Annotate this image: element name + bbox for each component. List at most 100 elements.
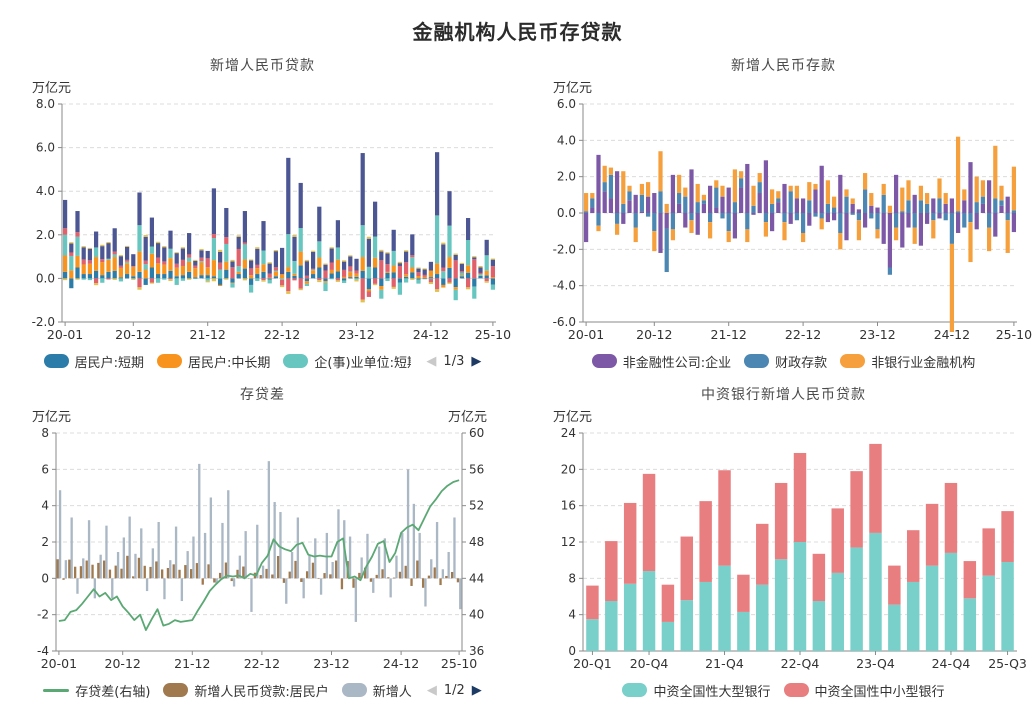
series-居民户:短期[interactable]: [62, 265, 495, 290]
chart-card-new-deposits: 新增人民币存款 万亿元 6.0 4.0 2.0 0.0 -2.0 -4.0 -6.0 20-0…: [527, 45, 1035, 374]
gridlines: [61, 103, 496, 279]
legend-item[interactable]: 中资全国性中小型银行: [783, 681, 945, 700]
legend-pager: ◀ 1/3 ▶: [426, 354, 481, 369]
svg-text:6.0: 6.0: [556, 97, 575, 111]
legend-swatch: [283, 354, 309, 368]
svg-text:2: 2: [41, 535, 49, 549]
svg-text:24-12: 24-12: [382, 656, 418, 671]
svg-text:2.0: 2.0: [556, 170, 575, 184]
legend-prev-button[interactable]: ◀: [426, 682, 437, 698]
legend-swatch: [783, 683, 809, 697]
bar-series-group[interactable]: [62, 152, 495, 303]
svg-text:22-12: 22-12: [263, 327, 299, 342]
svg-text:6.0: 6.0: [35, 141, 54, 155]
svg-text:24-12: 24-12: [933, 327, 969, 342]
svg-text:23-12: 23-12: [859, 327, 895, 342]
legend-label: 居民户:中长期: [188, 355, 271, 371]
chinese-bank-loans-plot[interactable]: 24 20 16 12 8 4 020-Q1 20-Q4 21-Q4 22-Q4 23-Q4 24-Q…: [541, 425, 1027, 677]
legend-item[interactable]: 企(事)业单位:短期: [283, 352, 411, 371]
axis-unit-row: 万亿元: [531, 77, 1035, 96]
legend-item[interactable]: 非金融性公司:企业: [591, 352, 732, 371]
series-居民户:中长期[interactable]: [62, 251, 495, 292]
svg-text:22-Q4: 22-Q4: [780, 656, 819, 671]
legend-item[interactable]: 财政存款: [744, 352, 827, 371]
svg-text:20-Q4: 20-Q4: [629, 656, 668, 671]
legend-item[interactable]: 新增人: [341, 681, 412, 700]
series-series4[interactable]: [62, 152, 495, 276]
legend-item[interactable]: 非银行业金融机构: [840, 352, 975, 371]
chart-grid: 新增人民币贷款 万亿元 8.0 6.0 4.0 2.0 0.0 -2.0 20-01 20-1…: [0, 45, 1035, 703]
svg-text:25-Q3: 25-Q3: [988, 656, 1027, 671]
series-存贷差(右轴)[interactable]: [58, 479, 459, 632]
chart-title: 新增人民币存款: [731, 58, 836, 74]
svg-text:-6.0: -6.0: [552, 315, 575, 329]
svg-text:25-10: 25-10: [995, 327, 1031, 342]
svg-text:20: 20: [560, 462, 575, 476]
legend-swatch: [341, 683, 367, 697]
svg-text:4: 4: [568, 608, 576, 622]
svg-text:-4.0: -4.0: [552, 279, 575, 293]
svg-text:-4: -4: [37, 644, 49, 658]
legend-label: 中资全国性大型银行: [653, 684, 771, 700]
svg-text:21-12: 21-12: [710, 327, 746, 342]
svg-text:52: 52: [469, 499, 484, 513]
series-中资全国性中小型银行[interactable]: [585, 443, 1014, 622]
legend-item[interactable]: 存贷差(右轴): [43, 681, 150, 700]
chart-card-chinese-bank-loans: 中资银行新增人民币贷款 万亿元 24 20 16 12 8 4 0 20-Q1 20-Q4 21-…: [527, 374, 1035, 703]
legend-swatch: [744, 354, 770, 368]
unit-label-right: 万亿元: [447, 410, 487, 425]
legend-line-marker: [43, 688, 70, 692]
legend-next-button[interactable]: ▶: [471, 682, 482, 698]
series-中资全国性大型银行[interactable]: [585, 532, 1014, 651]
svg-text:0.0: 0.0: [556, 206, 575, 220]
page-title: 金融机构人民币存贷款: [412, 20, 623, 44]
svg-text:0: 0: [568, 644, 576, 658]
series-新增人民币贷款:居民户[interactable]: [56, 555, 459, 590]
legend-page-indicator: 1/2: [443, 682, 465, 698]
legend-item[interactable]: 新增人民币贷款:居民户: [163, 681, 329, 700]
chart-title: 新增人民币贷款: [210, 58, 315, 74]
legend-item[interactable]: 居民户:短期: [43, 352, 144, 371]
legend-item[interactable]: 中资全国性大型银行: [622, 681, 771, 700]
svg-text:2.0: 2.0: [35, 228, 54, 242]
chart-title: 中资银行新增人民币贷款: [701, 387, 866, 403]
legend-swatch: [622, 683, 648, 697]
legend: 居民户:短期 居民户:中长期 企(事)业单位:短期 ◀ 1/3 ▶: [10, 348, 515, 374]
axes: 8.0 6.0 4.0 2.0 0.0 -2.020-01 20-12 21-12 22-12 2…: [31, 97, 511, 342]
series-企(事)业单位:短期[interactable]: [62, 215, 495, 301]
svg-text:23-12: 23-12: [338, 327, 374, 342]
svg-text:12: 12: [560, 535, 575, 549]
bar-series-group[interactable]: [583, 136, 1016, 332]
gridlines: [55, 432, 462, 616]
svg-text:-2: -2: [37, 608, 49, 622]
bar-series-group[interactable]: [585, 443, 1014, 651]
svg-text:60: 60: [469, 426, 484, 440]
legend-label: 新增人民币贷款:居民户: [194, 684, 329, 700]
chart-title: 存贷差: [240, 387, 285, 403]
series-财政存款[interactable]: [583, 174, 1016, 275]
unit-label-left: 万亿元: [553, 81, 593, 96]
legend-item[interactable]: 居民户:中长期: [157, 352, 270, 371]
svg-text:22-12: 22-12: [243, 656, 279, 671]
svg-text:23-Q4: 23-Q4: [856, 656, 895, 671]
series-series3[interactable]: [62, 228, 495, 300]
legend-label: 新增人: [372, 684, 412, 700]
series-series5[interactable]: [62, 235, 495, 303]
series-非银行业金融机构[interactable]: [583, 136, 1016, 332]
legend-label: 非金融性公司:企业: [622, 355, 732, 371]
deposit-loan-gap-plot[interactable]: 8 6 4 2 0 -2 -4 60 56 52 48 44 40 36 20-01 20-12 21-12 22…: [20, 425, 506, 677]
svg-text:25-10: 25-10: [474, 327, 510, 342]
svg-text:20-12: 20-12: [115, 327, 151, 342]
legend-prev-button[interactable]: ◀: [426, 353, 437, 369]
svg-text:24: 24: [560, 426, 575, 440]
svg-text:48: 48: [469, 535, 484, 549]
series-非金融性公司:企业[interactable]: [583, 154, 1016, 268]
new-deposits-plot[interactable]: 6.0 4.0 2.0 0.0 -2.0 -4.0 -6.020-01 20-12 21-12 2…: [541, 96, 1032, 348]
svg-text:16: 16: [560, 499, 575, 513]
svg-text:21-12: 21-12: [189, 327, 225, 342]
chart-card-new-loans: 新增人民币贷款 万亿元 8.0 6.0 4.0 2.0 0.0 -2.0 20-01 20-1…: [6, 45, 519, 374]
legend-next-button[interactable]: ▶: [471, 353, 482, 369]
new-loans-plot[interactable]: 8.0 6.0 4.0 2.0 0.0 -2.020-01 20-12 21-12 22-12 2…: [20, 96, 511, 348]
svg-text:36: 36: [469, 644, 484, 658]
